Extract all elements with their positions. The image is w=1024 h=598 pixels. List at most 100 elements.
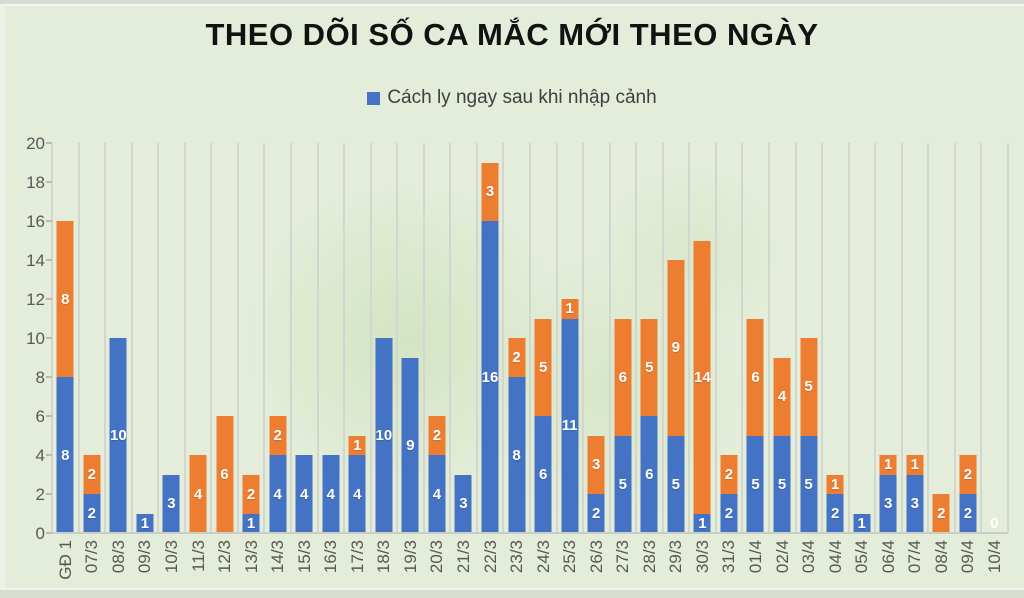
x-axis-cell: 05/4 — [848, 540, 875, 598]
gridline — [157, 143, 160, 533]
x-axis-cell: 13/3 — [238, 540, 265, 598]
bar-segment-other: 14 — [693, 240, 711, 514]
legend-label: Cách ly ngay sau khi nhập cảnh — [387, 87, 657, 108]
bar-segment-quarantined: 4 — [322, 455, 340, 533]
x-axis-cell: 16/3 — [317, 540, 344, 598]
bar-segment-other: 2 — [269, 416, 287, 455]
x-axis-label: 31/3 — [719, 540, 739, 574]
y-axis-label: 16 — [26, 212, 45, 231]
bar-value-label: 5 — [777, 475, 787, 493]
y-axis-tick — [46, 376, 52, 378]
x-axis-cell: 17/3 — [344, 540, 371, 598]
bar-segment-quarantined: 5 — [773, 435, 791, 533]
y-axis-label: 0 — [35, 524, 45, 543]
bar-stack: 6 — [216, 416, 234, 533]
bar-segment-quarantined: 4 — [428, 455, 446, 533]
bar-stack: 3 — [162, 474, 180, 533]
bar-segment-quarantined: 6 — [640, 416, 658, 533]
y-axis-label: 6 — [35, 407, 45, 426]
bar-segment-other: 1 — [906, 455, 924, 475]
x-axis-cell: 07/4 — [902, 540, 929, 598]
bar-segment-other: 5 — [640, 318, 658, 416]
x-axis-cell: 08/4 — [928, 540, 955, 598]
x-axis-label: 03/4 — [799, 540, 819, 574]
bar-segment-quarantined: 3 — [162, 474, 180, 533]
y-axis-tick — [46, 415, 52, 417]
bar-segment-other: 5 — [534, 318, 552, 416]
bar-value-label: 5 — [538, 358, 548, 376]
y-axis: 0 2 4 6 8 10 12 14 16 18 20 — [0, 135, 45, 542]
bar-value-label: 1 — [910, 456, 919, 474]
bar-group-22/3: 3 16 — [477, 143, 504, 533]
bar-group-08/3: 10 — [105, 143, 132, 533]
bar-segment-other: 2 — [428, 416, 446, 455]
y-axis-label: 2 — [35, 485, 45, 504]
bar-zero-label: 0 — [990, 515, 999, 532]
bar-segment-quarantined: 5 — [667, 435, 685, 533]
x-axis-cell: 09/3 — [132, 540, 159, 598]
bar-segment-other: 2 — [508, 338, 526, 377]
gridline — [130, 143, 133, 533]
x-axis-label: 02/4 — [772, 540, 792, 574]
gridline — [821, 143, 824, 533]
x-axis-cell: 31/3 — [716, 540, 743, 598]
gridline — [236, 143, 239, 533]
bar-group-25/3: 1 11 — [556, 143, 583, 533]
x-axis-label: 17/3 — [347, 540, 367, 574]
gridline — [210, 143, 213, 533]
bar-segment-other: 4 — [189, 455, 207, 533]
bar-segment-other: 6 — [614, 318, 632, 436]
x-axis-cell: 09/4 — [955, 540, 982, 598]
y-axis-tick — [46, 493, 52, 495]
bar-value-label: 2 — [246, 485, 256, 503]
gridline — [290, 143, 292, 533]
x-axis-label: GĐ 1 — [55, 540, 75, 580]
bar-stack: 4 — [322, 455, 340, 533]
x-axis-cell: 18/3 — [371, 540, 398, 598]
bar-value-label: 1 — [884, 456, 893, 474]
bar-value-label: 4 — [300, 485, 309, 503]
gridline — [502, 143, 505, 533]
bar-value-label: 2 — [963, 505, 973, 522]
x-axis-cell: 19/3 — [397, 540, 424, 598]
bar-value-label: 6 — [751, 368, 760, 386]
bar-segment-other: 3 — [481, 162, 499, 221]
bar-value-label: 1 — [140, 514, 150, 532]
bar-segment-quarantined: 9 — [401, 357, 419, 533]
gridline — [927, 143, 930, 533]
bar-group-09/3: 1 — [132, 143, 159, 533]
gridline — [874, 143, 877, 533]
bar-value-label: 2 — [937, 505, 946, 522]
x-axis-label: 04/4 — [825, 540, 845, 574]
x-axis-cell: 04/4 — [822, 540, 849, 598]
y-axis-tick — [46, 454, 52, 456]
screen-edge-left — [0, 4, 5, 598]
y-axis-tick — [46, 298, 52, 300]
bar-value-label: 9 — [671, 339, 681, 357]
x-axis-label: 30/3 — [692, 540, 712, 574]
bar-segment-other: 1 — [879, 455, 897, 475]
y-axis-tick — [46, 532, 52, 534]
bar-segment-quarantined: 1 — [242, 513, 260, 533]
bar-value-label: 4 — [193, 485, 203, 503]
chart-title: THEO DÕI SỐ CA MẮC MỚI THEO NGÀY — [205, 17, 819, 52]
bar-stack: 3 16 — [481, 162, 499, 533]
y-axis-tick — [46, 181, 52, 183]
bar-stack: 2 — [932, 494, 950, 533]
x-axis-cell: 15/3 — [291, 540, 318, 598]
bar-group-19/3: 9 — [397, 143, 424, 533]
x-axis-cell: 26/3 — [583, 540, 610, 598]
gridline — [847, 143, 850, 533]
